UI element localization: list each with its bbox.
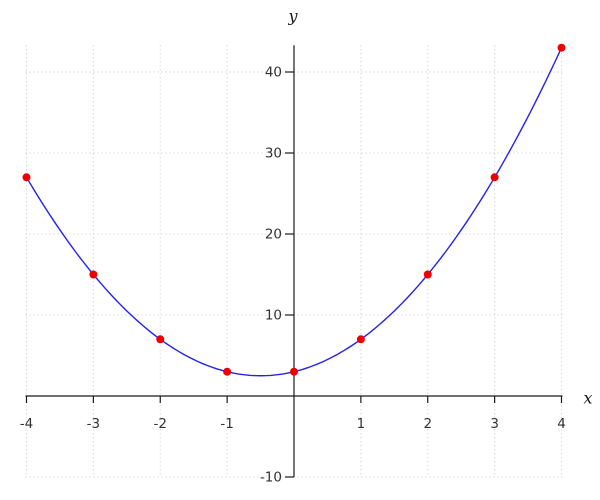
- x-tick-label: -1: [220, 416, 233, 432]
- y-tick-label: 30: [265, 146, 282, 162]
- x-tick-label: 3: [490, 416, 499, 432]
- y-tick-label: -10: [260, 470, 282, 486]
- y-axis-title: y: [288, 6, 298, 26]
- data-point: [156, 335, 165, 344]
- x-tick-label: 2: [423, 416, 432, 432]
- x-tick-label: 4: [557, 416, 566, 432]
- data-point: [89, 270, 98, 279]
- y-tick-label: 20: [265, 227, 282, 243]
- y-tick-label: 40: [265, 65, 282, 81]
- data-point: [356, 335, 365, 344]
- data-point: [290, 367, 298, 376]
- data-point: [490, 173, 499, 182]
- x-tick-label: -2: [154, 416, 167, 432]
- x-tick-label: 1: [357, 416, 366, 432]
- data-point: [223, 367, 232, 376]
- data-point: [423, 270, 432, 279]
- x-tick-label: -3: [87, 416, 100, 432]
- x-axis-title: x: [583, 388, 593, 408]
- y-tick-label: 10: [265, 308, 282, 324]
- data-point: [22, 173, 31, 182]
- x-tick-label: -4: [20, 416, 33, 432]
- data-point: [557, 43, 566, 52]
